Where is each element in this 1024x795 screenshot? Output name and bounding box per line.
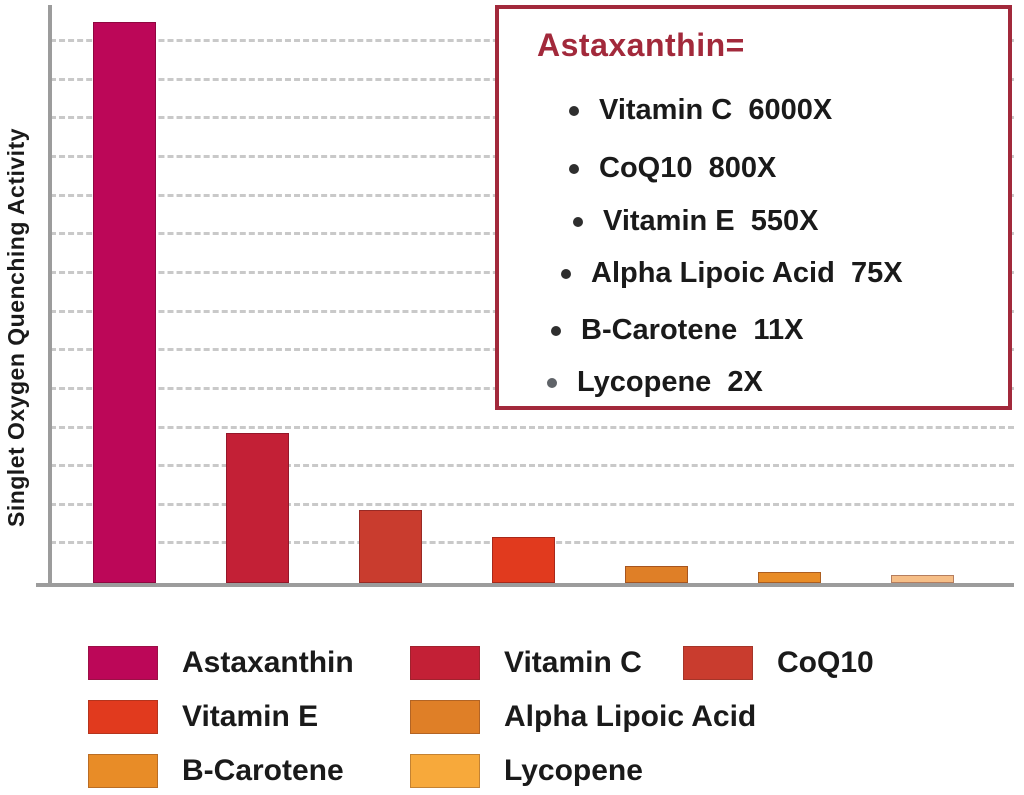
legend-swatch — [683, 646, 753, 680]
annotation-item-b-carotene: B-Carotene 11X — [551, 314, 803, 347]
gridline — [50, 425, 1014, 429]
annotation-item-text: Vitamin C 6000X — [599, 94, 833, 126]
y-axis-title: Singlet Oxygen Quenching Activity — [1, 95, 33, 560]
bar-vitamin-e — [492, 537, 555, 583]
annotation-item-lycopene: Lycopene 2X — [547, 366, 763, 399]
legend-label: B-Carotene — [182, 754, 344, 787]
legend-swatch — [410, 646, 480, 680]
bar-coq10 — [359, 510, 422, 583]
bar-alpha-lipoic-acid — [625, 566, 688, 583]
bullet-icon — [573, 216, 583, 227]
bullet-icon — [551, 325, 561, 336]
legend-swatch — [88, 700, 158, 734]
legend-label: CoQ10 — [777, 646, 874, 679]
annotation-item-vitamin-e: Vitamin E 550X — [573, 205, 818, 238]
legend-swatch — [410, 700, 480, 734]
legend-label: Lycopene — [504, 754, 643, 787]
annotation-item-text: Lycopene 2X — [577, 366, 763, 398]
y-axis-line — [48, 5, 52, 585]
y-axis-title-text: Singlet Oxygen Quenching Activity — [3, 127, 30, 528]
legend-swatch — [88, 754, 158, 788]
legend-item-vitamin-e: Vitamin E — [88, 700, 318, 734]
annotation-title: Astaxanthin= — [537, 27, 745, 63]
annotation-item-coq10: CoQ10 800X — [569, 152, 776, 185]
legend-item-coq10: CoQ10 — [683, 646, 874, 680]
annotation-item-vitamin-c: Vitamin C 6000X — [569, 94, 832, 127]
legend-label: Astaxanthin — [182, 646, 354, 679]
annotation-item-text: Vitamin E 550X — [603, 205, 819, 237]
gridline — [50, 464, 1014, 468]
bar-b-carotene — [758, 572, 821, 583]
legend-label: Alpha Lipoic Acid — [504, 700, 757, 733]
legend-label: Vitamin E — [182, 700, 319, 733]
legend-item-alpha-lipoic-acid: Alpha Lipoic Acid — [410, 700, 756, 734]
bar-vitamin-c — [226, 433, 289, 583]
annotation-box: Astaxanthin= Vitamin C 6000X CoQ10 800X Vi… — [495, 5, 1012, 410]
annotation-item-text: Alpha Lipoic Acid 75X — [591, 257, 903, 289]
legend-item-b-carotene: B-Carotene — [88, 754, 344, 788]
legend-item-lycopene: Lycopene — [410, 754, 643, 788]
x-axis-line — [36, 583, 1014, 587]
legend-label: Vitamin C — [504, 646, 642, 679]
legend-item-astaxanthin: Astaxanthin — [88, 646, 354, 680]
annotation-item-text: CoQ10 800X — [599, 152, 777, 184]
bullet-icon — [569, 163, 579, 174]
legend: Astaxanthin Vitamin C CoQ10 Vitamin E Alpha … — [0, 600, 1024, 795]
legend-swatch — [88, 646, 158, 680]
bar-lycopene — [891, 575, 954, 583]
bar-astaxanthin — [93, 22, 156, 583]
gridline — [50, 502, 1014, 506]
bullet-icon — [561, 268, 571, 279]
annotation-item-text: B-Carotene 11X — [581, 314, 804, 346]
bullet-icon — [547, 377, 557, 388]
bullet-icon — [569, 105, 579, 116]
legend-swatch — [410, 754, 480, 788]
legend-item-vitamin-c: Vitamin C — [410, 646, 642, 680]
annotation-item-alpha-lipoic-acid: Alpha Lipoic Acid 75X — [561, 257, 903, 290]
